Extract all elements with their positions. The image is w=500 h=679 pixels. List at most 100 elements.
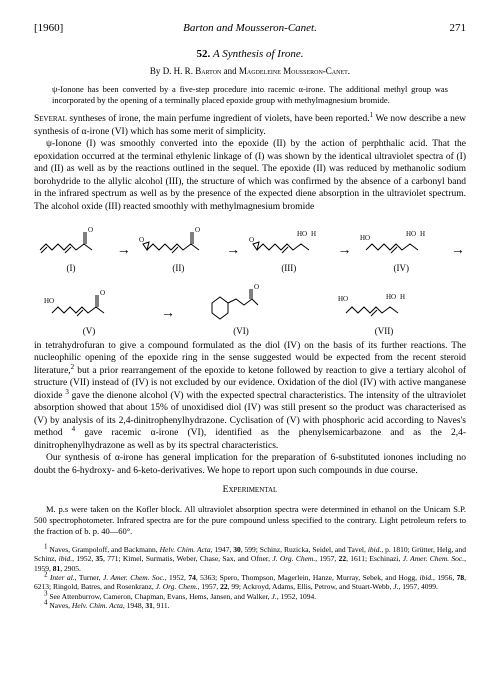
fn2-t2: , 5363; Spero, Thompson, Magerlein, Hanz… (196, 573, 420, 582)
byline-and: and (224, 66, 237, 76)
scheme-row-1: O (I) → O O (II) → (34, 220, 466, 273)
fn1-v1: 30 (233, 545, 241, 554)
running-head: [1960] Barton and Mousseron-Canet. 271 (34, 22, 466, 34)
svg-text:O: O (254, 283, 259, 291)
fn1-t5: , 771; Kimel, Surmatis, Weber, Chase, Sa… (103, 554, 272, 563)
scheme-row-2: HO O (V) → O (VI) HO (34, 279, 466, 336)
svg-text:HO: HO (360, 234, 370, 242)
arrow-icon: → (160, 306, 176, 336)
byline-author2: Magdeleine Mousseron-Canet. (239, 66, 350, 76)
fn4-j1: Helv. Chim. Acta (72, 601, 123, 610)
mol-2: O O (II) (139, 220, 217, 273)
fn3-a: See Attenburrow, Cameron, Chapman, Evans… (48, 592, 272, 601)
fn2-v3: 22 (220, 582, 228, 591)
paragraph-3: in tetrahydrofuran to give a compound fo… (34, 340, 466, 453)
para1-lead: Several (34, 114, 67, 124)
arrow-icon: → (337, 243, 353, 273)
mol-7-label: (VII) (375, 326, 394, 336)
mol-1-label: (I) (67, 263, 76, 273)
structure-V-icon: HO O (44, 283, 134, 325)
mol-6: O (VI) (202, 279, 280, 336)
fn1-v2: 35 (96, 554, 104, 563)
mol-5-label: (V) (83, 326, 96, 336)
fn4-a: Naves, (48, 601, 72, 610)
footnote-2-mark: 2 (44, 571, 48, 579)
fn2-t1: , 1952, (165, 573, 189, 582)
title: 52. A Synthesis of Irone. (34, 48, 466, 60)
svg-text:H: H (420, 230, 425, 238)
paragraph-4: Our synthesis of α-irone has general imp… (34, 452, 466, 477)
fn2-j2: ibid. (419, 573, 433, 582)
fn2-t7: , 1957, 4099. (398, 582, 437, 591)
fn2-t3: , 1956, (433, 573, 457, 582)
fn3-t1: , 1952, 1094. (277, 592, 316, 601)
svg-text:O: O (249, 236, 254, 244)
fn1-j2: ibid. (368, 545, 382, 554)
paragraph-1: Several syntheses of irone, the main per… (34, 113, 466, 138)
mol-1: O (I) (34, 220, 108, 273)
fn1-j1: Helv. Chim. Acta (160, 545, 211, 554)
experimental-p1: M. p.s were taken on the Kofler block. A… (34, 504, 466, 537)
paragraph-2: ψ-Ionone (I) was smoothly converted into… (34, 138, 466, 213)
svg-text:H: H (400, 293, 405, 301)
footnote-3: 3 See Attenburrow, Cameron, Chapman, Eva… (34, 592, 466, 601)
arrow-icon: → (116, 243, 132, 273)
fn1-t9: , 2905. (60, 564, 81, 573)
svg-text:HO: HO (297, 230, 307, 238)
footnote-1: 1 Naves, Grampoloff, and Backmann, Helv.… (34, 545, 466, 573)
running-head-center: Barton and Mousseron-Canet. (82, 22, 418, 34)
svg-text:O: O (195, 226, 200, 234)
running-head-right: 271 (418, 22, 466, 34)
structure-VII-icon: HO HO H (336, 283, 432, 325)
fn1-v3: 22 (339, 554, 347, 563)
para3-d: gave racemic α-irone (VI), identified as… (34, 428, 466, 451)
svg-text:HO: HO (406, 230, 416, 238)
byline-by: By (150, 66, 161, 76)
structure-III-icon: O HO H (249, 220, 329, 262)
page: [1960] Barton and Mousseron-Canet. 271 5… (0, 0, 500, 631)
mol-4: HO HO H (IV) (360, 220, 442, 273)
mol-7: HO HO H (VII) (336, 283, 432, 336)
fn1-j5: J. Amer. Chem. Soc. (403, 554, 464, 563)
fn2-t5: , 1957, (198, 582, 221, 591)
fn2-t6: , 99; Ackroyd, Adams, Ellis, Petrow, and… (228, 582, 394, 591)
fn2-j3: J. Org. Chem. (156, 582, 198, 591)
mol-3-label: (III) (281, 263, 296, 273)
byline-author1: D. H. R. Barton (163, 66, 222, 76)
fn1-t6: , 1957, (315, 554, 338, 563)
fn4-v1: 31 (145, 601, 153, 610)
fn4-t1: , 1948, (123, 601, 146, 610)
arrow-icon: → (450, 243, 466, 273)
svg-text:HO: HO (338, 295, 348, 303)
footnote-4: 4 Naves, Helv. Chim. Acta, 1948, 31, 911… (34, 601, 466, 610)
arrow-icon: → (225, 243, 241, 273)
footnote-2: 2 Inter al., Turner, J. Amer. Chem. Soc.… (34, 573, 466, 592)
footnotes: 1 Naves, Grampoloff, and Backmann, Helv.… (34, 545, 466, 611)
svg-text:O: O (88, 226, 93, 234)
title-number: 52. (197, 48, 211, 60)
fn1-j4: J. Org. Chem. (272, 554, 315, 563)
fn1-t7: , 1611; Eschinazi, (346, 554, 403, 563)
fn1-j3: ibid. (59, 554, 73, 563)
title-text: A Synthesis of Irone. (213, 48, 303, 60)
mol-5: HO O (V) (44, 283, 134, 336)
running-head-left: [1960] (34, 22, 82, 34)
structure-I-icon: O (34, 220, 108, 262)
fn4-t2: , 911. (153, 601, 170, 610)
fn1-t1: , 1947, (211, 545, 234, 554)
fn2-v1: 74 (188, 573, 196, 582)
svg-text:HO: HO (386, 293, 396, 301)
experimental-heading: Experimental (34, 485, 466, 495)
byline: By D. H. R. Barton and Magdeleine Mousse… (34, 66, 466, 76)
mol-3: O HO H (III) (249, 220, 329, 273)
fn2-t0: , Turner, (75, 573, 103, 582)
fn2-j0: Inter al. (50, 573, 75, 582)
svg-text:HO: HO (44, 297, 54, 305)
abstract: ψ-Ionone has been converted by a five-st… (52, 84, 448, 105)
fn1-a: Naves, Grampoloff, and Backmann, (48, 545, 160, 554)
fn1-t4: , 1952, (72, 554, 95, 563)
fn1-t2: , 599; Schinz, Ruzicka, Seidel, and Tave… (241, 545, 368, 554)
structure-II-icon: O O (139, 220, 217, 262)
mol-6-label: (VI) (233, 326, 249, 336)
structure-VI-icon: O (202, 279, 280, 325)
